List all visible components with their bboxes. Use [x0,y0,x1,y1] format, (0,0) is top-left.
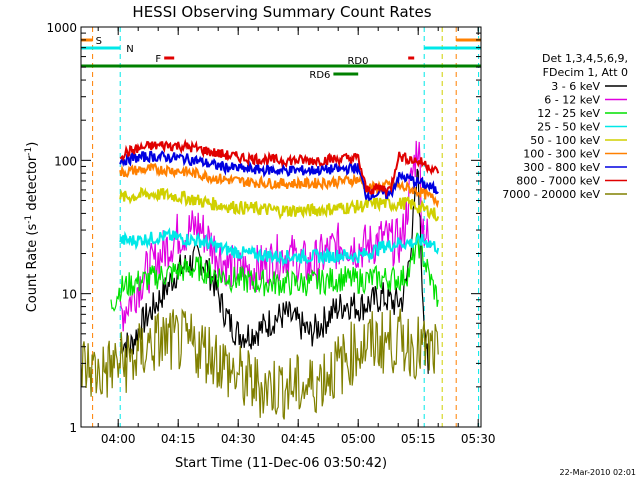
legend-label-100-300-kev: 100 - 300 keV [523,148,600,161]
legend-header-line-1: Det 1,3,4,5,6,9, [542,52,628,65]
legend: Det 1,3,4,5,6,9, FDecim 1, Att 0 3 - 6 k… [502,52,628,201]
series-line-12-25-kev [110,232,439,312]
series-layer [80,138,440,420]
flag-label-rd0: RD0 [347,56,368,67]
legend-header-line-2: FDecim 1, Att 0 [543,66,628,79]
x-tick-label-04-30: 04:30 [221,432,256,446]
y-tick-label-10: 10 [62,288,77,302]
x-tick-label-05-15: 05:15 [401,432,436,446]
x-tick-label-04-45: 04:45 [281,432,316,446]
flag-label-s: S [96,36,102,47]
series-line-50-100-kev [119,186,440,222]
legend-label-6-12-kev: 6 - 12 keV [544,94,600,107]
chart-title: HESSI Observing Summary Count Rates [132,3,431,21]
legend-label-7000-20000-kev: 7000 - 20000 keV [502,188,600,201]
x-tick-label-04-00: 04:00 [101,432,136,446]
legend-label-50-100-kev: 50 - 100 keV [530,134,600,147]
x-tick-label-05-30: 05:30 [461,432,496,446]
legend-label-3-6-kev: 3 - 6 keV [551,80,600,93]
y-tick-label-1: 1 [69,421,77,435]
legend-label-25-50-kev: 25 - 50 keV [537,121,600,134]
flag-label-n: N [126,44,133,55]
series-line-7000-20000-kev [80,308,439,420]
series-line-100-300-kev [119,162,440,209]
x-axis-ticks: 04:00 04:15 04:30 04:45 05:00 05:15 05:30 [97,27,496,446]
x-axis-label: Start Time (11-Dec-06 03:50:42) [175,456,387,471]
plot-frame [80,26,482,428]
y-tick-label-100: 100 [54,154,77,168]
legend-label-800-7000-kev: 800 - 7000 keV [516,175,600,188]
flag-label-f: F [155,54,161,65]
flag-bars: S N F RD0 RD6 [81,36,481,81]
generation-timestamp: 22-Mar-2010 02:01 [560,468,637,477]
y-axis-label: Count Rate (s-1 detector-1) [24,142,40,313]
legend-label-12-25-kev: 12 - 25 keV [537,107,600,120]
y-tick-label-1000: 1000 [46,21,77,35]
x-tick-label-04-15: 04:15 [161,432,196,446]
series-line-25-50-kev [119,227,440,267]
legend-label-300-800-kev: 300 - 800 keV [523,161,600,174]
flag-label-rd6: RD6 [309,70,330,81]
x-tick-label-05-00: 05:00 [341,432,376,446]
series-line-800-7000-kev [119,138,440,198]
y-axis-ticks: 1 10 100 1000 [46,21,481,435]
